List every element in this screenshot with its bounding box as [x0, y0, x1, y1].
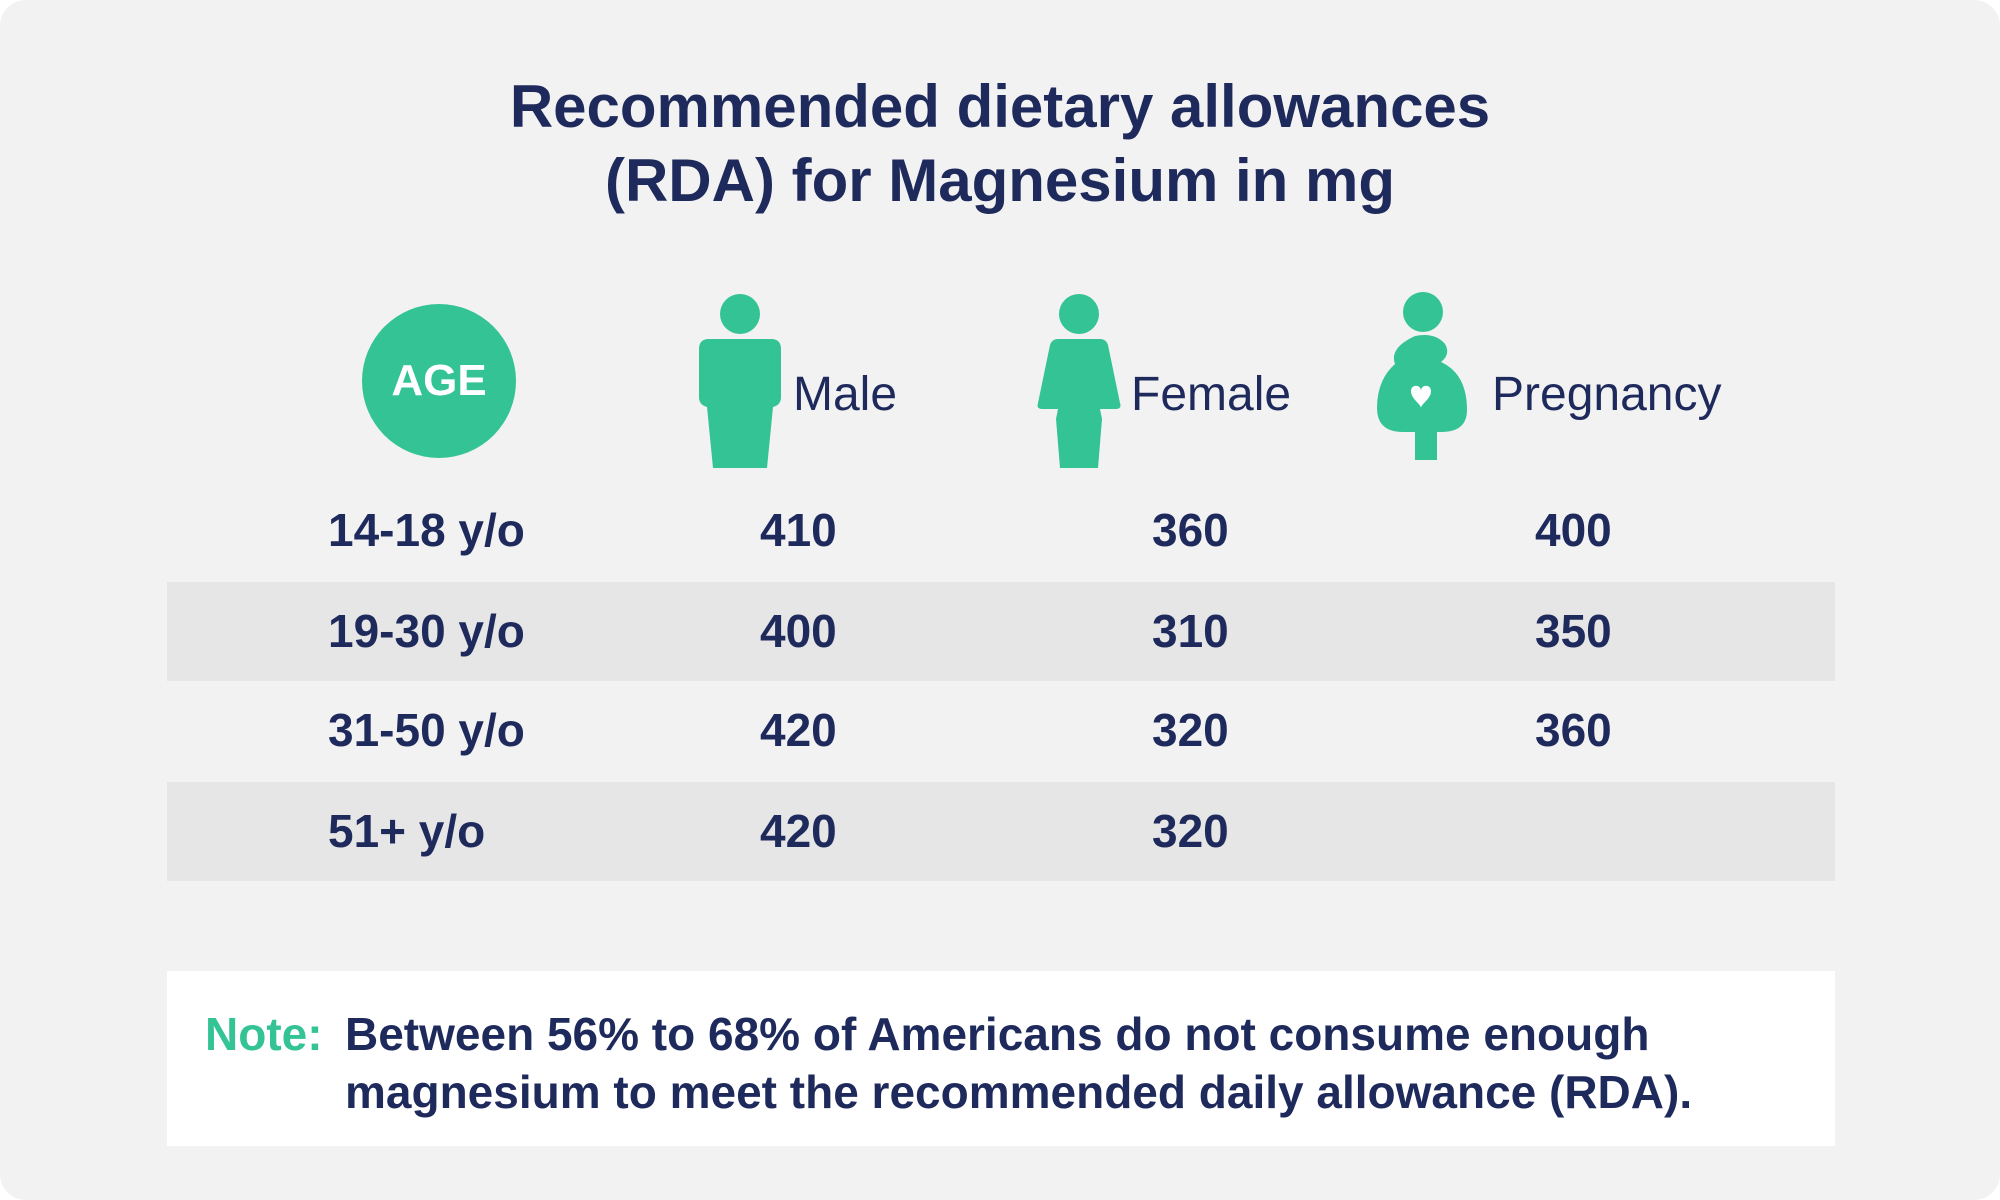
age-cell: 31-50 y/o	[328, 704, 525, 756]
table-row: 19-30 y/o 400 310 350	[167, 582, 1835, 681]
age-cell: 51+ y/o	[328, 805, 486, 857]
title-line-1: Recommended dietary allowances	[509, 73, 1491, 140]
female-value: 320	[1152, 704, 1229, 756]
male-icon	[699, 294, 781, 468]
pregnancy-value: 400	[1535, 504, 1612, 556]
female-value: 360	[1152, 504, 1229, 556]
female-value: 320	[1152, 805, 1229, 857]
note-text: Between 56% to 68% of Americans do not c…	[345, 1008, 1693, 1118]
column-header-pregnancy: Pregnancy	[1492, 368, 1722, 421]
note-label: Note:	[205, 1008, 323, 1060]
table-row: 31-50 y/o 420 320 360	[167, 681, 1835, 780]
male-value: 400	[760, 605, 837, 657]
table-row: 14-18 y/o 410 360 400	[167, 481, 1835, 580]
note-box: Note: Between 56% to 68% of Americans do…	[167, 971, 1835, 1146]
male-value: 420	[760, 805, 837, 857]
column-header-male: Male	[793, 368, 898, 421]
male-value: 410	[760, 504, 837, 556]
age-cell: 19-30 y/o	[328, 605, 525, 657]
pregnancy-value: 360	[1535, 704, 1612, 756]
female-value: 310	[1152, 605, 1229, 657]
pregnancy-value: 350	[1535, 605, 1612, 657]
pregnancy-icon	[1377, 292, 1467, 460]
male-value: 420	[760, 704, 837, 756]
age-header-label: AGE	[391, 356, 487, 405]
female-icon	[1037, 294, 1121, 468]
title-line-2: (RDA) for Magnesium in mg	[605, 147, 1395, 214]
table-row: 51+ y/o 420 320	[167, 782, 1835, 881]
page-title: Recommended dietary allowances (RDA) for…	[0, 70, 2000, 218]
age-badge: AGE	[362, 304, 516, 458]
age-cell: 14-18 y/o	[328, 504, 525, 556]
column-header-female: Female	[1131, 368, 1292, 421]
